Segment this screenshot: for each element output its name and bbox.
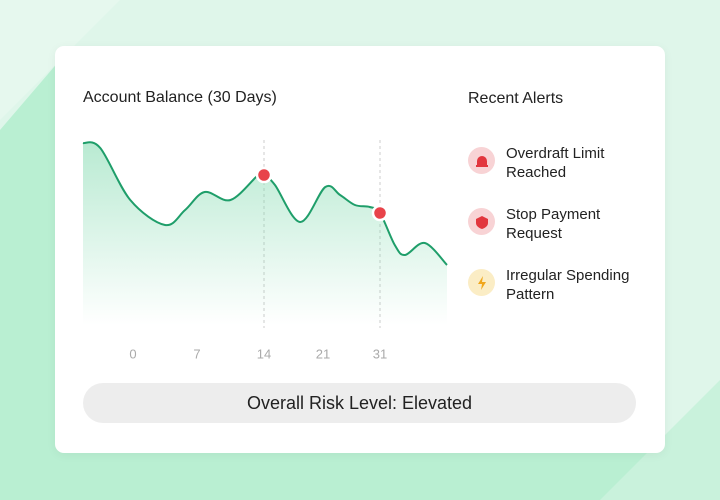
x-tick-label: 31 — [373, 346, 387, 361]
alert-icon — [468, 208, 495, 235]
alert-label: Irregular Spending Pattern — [506, 267, 630, 303]
chart-title: Account Balance (30 Days) — [83, 89, 277, 106]
area — [83, 142, 447, 325]
alert-label: Stop Payment Request — [506, 206, 601, 242]
icon-glyph — [477, 275, 486, 290]
card: Account Balance (30 Days) 0 7 14 21 31 Recen… — [55, 46, 665, 453]
highlight-point — [255, 166, 273, 184]
icon-glyph — [475, 155, 488, 167]
alert-item: Overdraft Limit Reached — [468, 144, 658, 182]
icon-glyph — [475, 215, 488, 229]
alert-label: Overdraft Limit Reached — [506, 145, 605, 181]
bg-shape — [0, 0, 720, 120]
alert-item: Stop Payment Request — [468, 205, 658, 243]
highlight-point — [371, 204, 389, 222]
x-tick-label: 14 — [257, 346, 271, 361]
alert-icon — [468, 147, 495, 174]
x-tick-label: 0 — [129, 346, 136, 361]
chart: Account Balance (30 Days) 0 7 14 21 31 — [82, 89, 448, 361]
risk-label: Overall Risk Level: Elevated — [246, 392, 473, 413]
alerts-title: Recent Alerts — [468, 90, 564, 107]
x-tick-label: 21 — [316, 346, 330, 361]
alert-icon — [468, 269, 495, 296]
risk-bar: Overall Risk Level: Elevated — [83, 383, 636, 423]
x-tick-label: 7 — [193, 346, 200, 361]
line — [82, 141, 448, 266]
alert-item: Irregular Spending Pattern — [468, 266, 658, 304]
